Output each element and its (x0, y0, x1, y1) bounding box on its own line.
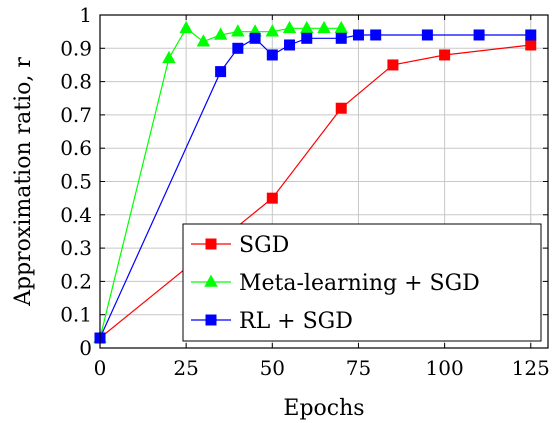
data-point-square (525, 29, 537, 41)
series-line (99, 44, 531, 339)
legend-label: Meta-learning + SGD (239, 271, 480, 296)
y-tick-label: 0.5 (60, 170, 92, 194)
legend-item: SGD (191, 233, 289, 258)
legend-item: Meta-learning + SGD (191, 271, 480, 296)
y-tick-label: 0.1 (60, 303, 92, 327)
data-point-square (249, 32, 261, 44)
data-point-square (421, 29, 433, 41)
data-point-square (284, 39, 296, 51)
data-point-square (439, 49, 451, 61)
data-point-square (370, 29, 382, 41)
x-tick-label: 125 (512, 356, 550, 380)
y-tick-label: 0.6 (60, 136, 92, 160)
data-point-square (232, 42, 244, 54)
x-tick-label: 50 (260, 356, 285, 380)
y-tick-label: 0.9 (60, 36, 92, 60)
x-tick-label: 25 (173, 356, 198, 380)
x-tick-label: 100 (426, 356, 464, 380)
data-point-square (387, 59, 399, 71)
x-tick-label: 0 (94, 356, 107, 380)
data-point-square (352, 29, 364, 41)
data-point-square (473, 29, 485, 41)
axis-ticks: 0 25 50 75 100 125 0 0.1 0.2 0.3 0.4 0.5 0.6 0.7 0.8 0.… (60, 3, 550, 380)
legend-label: SGD (239, 233, 289, 258)
data-point-square (266, 192, 278, 204)
y-tick-label: 0.4 (60, 203, 92, 227)
y-tick-label: 0.7 (60, 103, 92, 127)
y-tick-label: 0.3 (60, 236, 92, 260)
data-point-triangle (231, 24, 245, 37)
data-point-triangle (162, 50, 176, 64)
data-point-triangle (282, 20, 297, 34)
data-point-triangle (334, 20, 348, 34)
data-point-square (205, 238, 217, 250)
data-point-square (525, 39, 537, 51)
series-rl-sgd (94, 29, 537, 344)
data-point-triangle (265, 24, 280, 37)
data-point-square (301, 32, 313, 44)
y-tick-label: 1 (79, 3, 92, 27)
legend: SGD Meta-learning + SGD RL + SGD (182, 223, 542, 342)
data-point-triangle (204, 274, 218, 287)
x-axis-label: Epochs (283, 396, 364, 421)
data-point-triangle (300, 20, 314, 34)
legend-box (182, 223, 542, 342)
data-point-triangle (213, 27, 228, 40)
data-point-square (335, 32, 347, 44)
legend-label: RL + SGD (239, 309, 353, 334)
y-tick-label: 0.2 (60, 269, 92, 293)
x-tick-label: 75 (346, 356, 371, 380)
data-point-triangle (196, 34, 211, 47)
data-point-triangle (317, 20, 331, 34)
data-point-square (335, 102, 347, 114)
data-point-triangle (179, 20, 193, 34)
y-axis-label: Approximation ratio, r (11, 57, 36, 307)
data-point-square (215, 66, 227, 78)
y-tick-label: 0.8 (60, 70, 92, 94)
data-point-square (205, 314, 217, 326)
data-point-square (266, 49, 278, 61)
legend-item: RL + SGD (191, 309, 353, 334)
y-tick-label: 0 (79, 336, 92, 360)
